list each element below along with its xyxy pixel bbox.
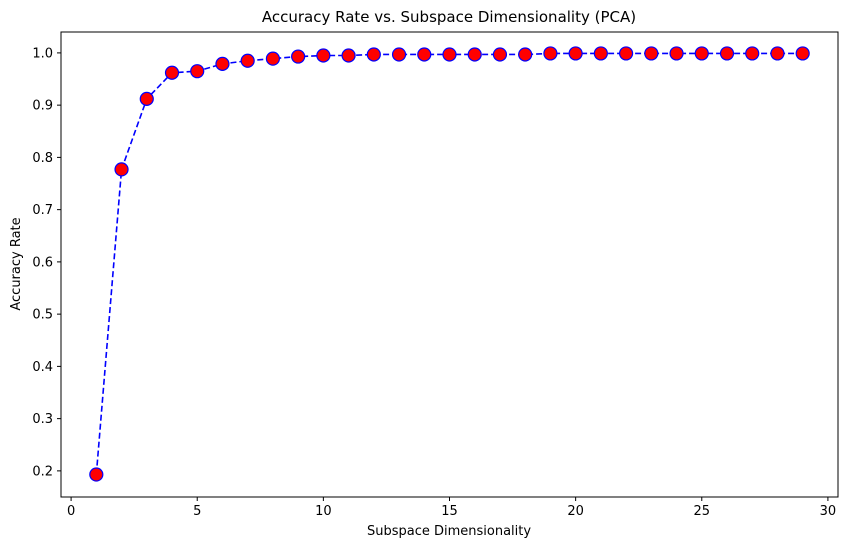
- data-point: [644, 46, 659, 61]
- x-tick-label: 0: [67, 504, 75, 519]
- data-point: [442, 47, 457, 62]
- data-point: [240, 53, 255, 68]
- y-tick-label: 0.6: [32, 255, 53, 270]
- data-point: [417, 47, 432, 62]
- data-point: [543, 46, 558, 61]
- data-point: [139, 91, 154, 106]
- series-line: [95, 52, 803, 475]
- data-point: [89, 467, 104, 482]
- y-tick-label: 0.7: [32, 203, 53, 218]
- data-point: [593, 46, 608, 61]
- data-point: [518, 47, 533, 62]
- x-axis-label: Subspace Dimensionality: [367, 524, 531, 539]
- x-tick-label: 20: [567, 504, 584, 519]
- data-point: [265, 51, 281, 66]
- data-point: [316, 48, 331, 63]
- y-axis: 0.2 0.3 0.4 0.5 0.6 0.7 0.8 0.9 1.0: [32, 46, 61, 479]
- data-point: [467, 47, 482, 62]
- y-tick-label: 0.5: [32, 308, 53, 323]
- data-point: [795, 46, 810, 61]
- data-point: [114, 162, 129, 177]
- x-axis: 0 5 10 15 20 25 30: [67, 497, 836, 519]
- data-point: [568, 46, 583, 61]
- y-tick-label: 1.0: [32, 46, 53, 61]
- chart-title: Accuracy Rate vs. Subspace Dimensionalit…: [262, 8, 636, 26]
- x-tick-label: 15: [441, 504, 458, 519]
- data-point: [366, 47, 381, 62]
- data-point: [190, 64, 205, 79]
- x-tick-label: 5: [193, 504, 201, 519]
- plot-area: [89, 46, 810, 482]
- data-point: [215, 56, 230, 71]
- y-tick-label: 0.8: [32, 151, 53, 166]
- y-tick-label: 0.3: [32, 412, 53, 427]
- x-tick-label: 30: [820, 504, 837, 519]
- data-point: [618, 46, 634, 61]
- plot-frame: [60, 31, 839, 498]
- data-point: [669, 46, 684, 61]
- y-tick-label: 0.4: [32, 360, 53, 375]
- data-point: [164, 65, 180, 80]
- data-point: [770, 46, 785, 61]
- x-tick-label: 25: [693, 504, 710, 519]
- data-point: [745, 46, 760, 61]
- y-tick-label: 0.2: [32, 464, 53, 479]
- x-tick-label: 10: [315, 504, 332, 519]
- y-tick-label: 0.9: [32, 99, 53, 114]
- y-axis-label: Accuracy Rate: [9, 217, 24, 310]
- data-point: [291, 49, 306, 64]
- data-point: [719, 46, 735, 61]
- data-point: [492, 47, 508, 62]
- data-point: [341, 48, 356, 63]
- data-point: [694, 46, 709, 61]
- data-point: [391, 47, 407, 62]
